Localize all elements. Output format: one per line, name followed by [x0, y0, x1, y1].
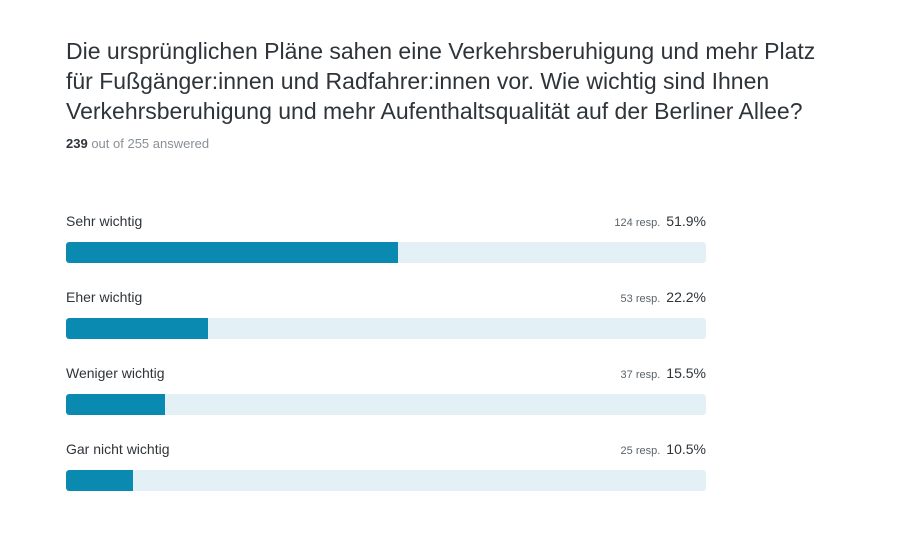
question-card: Die ursprünglichen Pläne sahen eine Verk…	[66, 36, 846, 151]
response-count: 53 resp.	[620, 293, 661, 305]
answered-suffix: out of 255 answered	[91, 136, 210, 151]
answer-row: Gar nicht wichtig 25 resp. 10.5%	[66, 440, 706, 516]
bar-track	[66, 318, 706, 339]
answer-label: Sehr wichtig	[66, 213, 143, 229]
bar-track	[66, 394, 706, 415]
answer-row: Weniger wichtig 37 resp. 15.5%	[66, 364, 706, 440]
answer-stats: 124 resp. 51.9%	[614, 212, 706, 232]
percent-label: 51.9%	[666, 213, 706, 229]
answer-row: Eher wichtig 53 resp. 22.2%	[66, 288, 706, 364]
percent-label: 10.5%	[666, 441, 706, 457]
answered-count: 239	[66, 136, 88, 151]
percent-label: 22.2%	[666, 289, 706, 305]
response-count: 25 resp.	[620, 445, 661, 457]
answer-row: Sehr wichtig 124 resp. 51.9%	[66, 212, 706, 288]
answer-label: Weniger wichtig	[66, 365, 165, 381]
bar-fill	[66, 318, 209, 339]
percent-label: 15.5%	[666, 365, 706, 381]
answer-label: Eher wichtig	[66, 289, 143, 305]
question-title: Die ursprünglichen Pläne sahen eine Verk…	[66, 38, 816, 124]
response-count: 37 resp.	[620, 369, 661, 381]
answer-label: Gar nicht wichtig	[66, 441, 170, 457]
response-count: 124 resp.	[614, 217, 661, 229]
answered-summary: 239 out of 255 answered	[66, 136, 846, 151]
bar-fill	[66, 470, 134, 491]
bar-track	[66, 470, 706, 491]
results-bar-chart: Sehr wichtig 124 resp. 51.9% Eher wichtig 53…	[66, 212, 706, 516]
bar-fill	[66, 242, 399, 263]
answer-stats: 25 resp. 10.5%	[621, 440, 706, 460]
answer-stats: 37 resp. 15.5%	[621, 364, 706, 384]
answer-stats: 53 resp. 22.2%	[621, 288, 706, 308]
bar-fill	[66, 394, 166, 415]
bar-track	[66, 242, 706, 263]
